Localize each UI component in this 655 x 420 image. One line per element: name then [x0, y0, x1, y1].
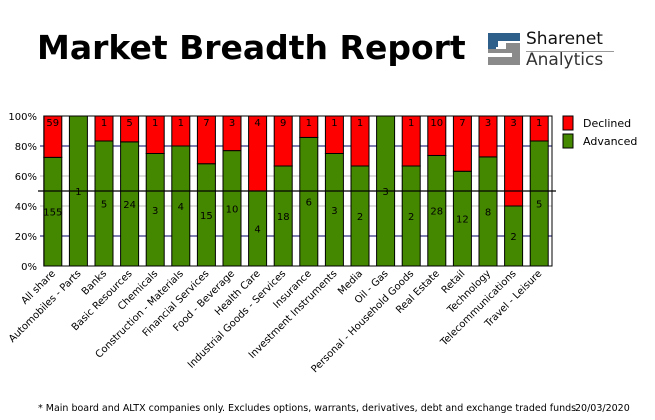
- logo-text-analytics: Analytics: [526, 50, 604, 70]
- data-label-declined: 5: [126, 118, 132, 129]
- data-label-advanced: 10: [226, 204, 239, 215]
- legend-swatch-advanced: [562, 133, 574, 149]
- data-label-advanced: 28: [430, 207, 443, 218]
- plot-frame: [43, 115, 553, 267]
- data-label-declined: 10: [430, 118, 443, 129]
- report-date: 20/03/2020: [575, 403, 630, 414]
- data-label-declined: 1: [101, 118, 107, 129]
- data-label-advanced: 18: [277, 212, 290, 223]
- legend-label-advanced: Advanced: [583, 135, 637, 148]
- logo-divider: [526, 51, 614, 52]
- data-label-advanced: 6: [306, 198, 312, 209]
- data-label-declined: 3: [485, 118, 491, 129]
- data-label-declined: 7: [459, 118, 465, 129]
- data-label-declined: 3: [510, 118, 516, 129]
- data-label-advanced: 8: [485, 207, 491, 218]
- data-label-advanced: 3: [331, 206, 337, 217]
- data-label-declined: 1: [408, 118, 414, 129]
- data-label-advanced: 2: [510, 232, 516, 243]
- data-label-advanced: 12: [456, 215, 469, 226]
- data-label-declined: 1: [331, 118, 337, 129]
- data-label-advanced: 5: [101, 200, 107, 211]
- y-tick-label: 20%: [15, 232, 37, 243]
- data-label-declined: 3: [229, 118, 235, 129]
- data-label-advanced: 5: [536, 200, 542, 211]
- data-label-advanced: 3: [152, 206, 158, 217]
- data-label-declined: 4: [254, 118, 260, 129]
- footnote: * Main board and ALTX companies only. Ex…: [38, 403, 577, 414]
- data-label-declined: 59: [46, 118, 59, 129]
- data-label-declined: 9: [280, 118, 286, 129]
- logo-text-sharenet: Sharenet: [526, 29, 603, 49]
- data-label-advanced: 3: [382, 187, 388, 198]
- data-label-advanced: 15: [200, 211, 213, 222]
- data-label-declined: 1: [357, 118, 363, 129]
- data-label-declined: 1: [178, 118, 184, 129]
- data-label-declined: 1: [306, 118, 312, 129]
- y-tick-label: 40%: [15, 202, 37, 213]
- logo-mark-icon: [488, 33, 520, 65]
- data-label-declined: 1: [152, 118, 158, 129]
- y-tick-label: 0%: [21, 262, 37, 273]
- bar-declined-18: [504, 115, 524, 207]
- data-label-advanced: 155: [43, 208, 62, 219]
- legend-label-declined: Declined: [583, 117, 631, 130]
- data-label-declined: 1: [536, 118, 542, 129]
- data-label-advanced: 1: [75, 187, 81, 198]
- legend-swatch-declined: [562, 115, 574, 131]
- y-tick-label: 80%: [15, 142, 37, 153]
- sharenet-logo: Sharenet Analytics: [486, 29, 626, 71]
- data-label-advanced: 24: [123, 200, 136, 211]
- data-label-advanced: 4: [254, 225, 260, 236]
- y-tick-label: 60%: [15, 172, 37, 183]
- data-label-declined: 7: [203, 118, 209, 129]
- data-label-advanced: 2: [408, 212, 414, 223]
- data-label-advanced: 4: [178, 202, 184, 213]
- data-label-advanced: 2: [357, 212, 363, 223]
- y-tick-label: 100%: [8, 112, 37, 123]
- page-title: Market Breadth Report: [37, 28, 466, 67]
